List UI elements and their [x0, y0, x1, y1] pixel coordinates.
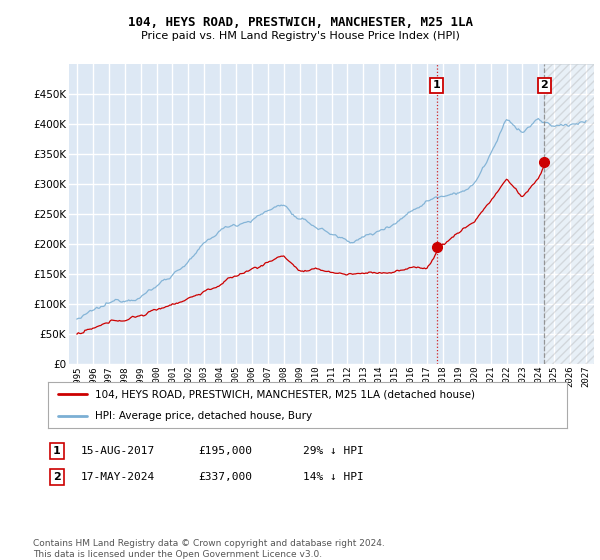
- Bar: [544, 64, 594, 364]
- Text: 104, HEYS ROAD, PRESTWICH, MANCHESTER, M25 1LA (detached house): 104, HEYS ROAD, PRESTWICH, MANCHESTER, M…: [95, 389, 475, 399]
- Text: HPI: Average price, detached house, Bury: HPI: Average price, detached house, Bury: [95, 411, 312, 421]
- Text: £337,000: £337,000: [198, 472, 252, 482]
- Text: 1: 1: [433, 81, 440, 90]
- Text: Price paid vs. HM Land Registry's House Price Index (HPI): Price paid vs. HM Land Registry's House …: [140, 31, 460, 41]
- Text: £195,000: £195,000: [198, 446, 252, 456]
- Text: 15-AUG-2017: 15-AUG-2017: [81, 446, 155, 456]
- Text: 1: 1: [53, 446, 61, 456]
- Text: 17-MAY-2024: 17-MAY-2024: [81, 472, 155, 482]
- Text: 14% ↓ HPI: 14% ↓ HPI: [303, 472, 364, 482]
- Text: Contains HM Land Registry data © Crown copyright and database right 2024.
This d: Contains HM Land Registry data © Crown c…: [33, 539, 385, 559]
- Text: 29% ↓ HPI: 29% ↓ HPI: [303, 446, 364, 456]
- Text: 2: 2: [53, 472, 61, 482]
- Text: 2: 2: [541, 81, 548, 90]
- Text: 104, HEYS ROAD, PRESTWICH, MANCHESTER, M25 1LA: 104, HEYS ROAD, PRESTWICH, MANCHESTER, M…: [128, 16, 473, 29]
